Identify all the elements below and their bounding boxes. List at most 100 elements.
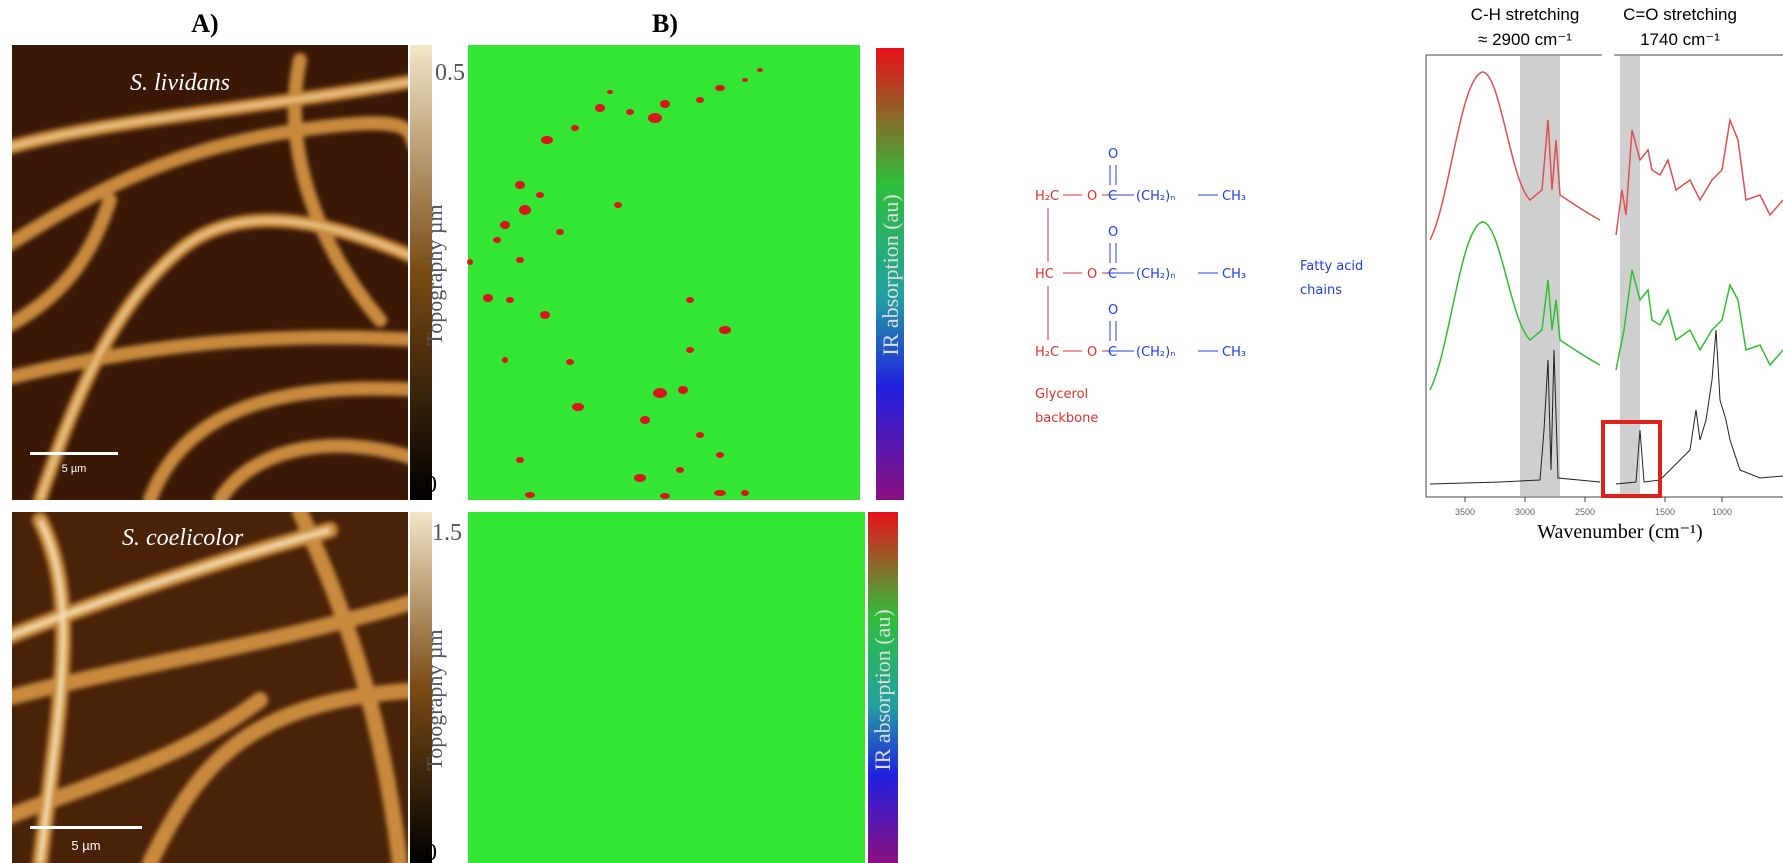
ester-oxygen: O (1087, 267, 1097, 282)
colorbar-max: 1.5 (432, 520, 462, 546)
ir-hotspot (556, 229, 564, 235)
ir-hotspot (571, 125, 579, 131)
colorbar-min: 0 (425, 472, 437, 498)
ir-hotspot (500, 221, 510, 229)
ester-oxygen: O (1087, 189, 1097, 204)
panel-label: B) (652, 9, 678, 38)
spectrum-curve (1615, 329, 1783, 485)
colorbar-title: Topography µm (422, 204, 447, 345)
chain-label: chains (1300, 283, 1342, 298)
ir-hotspot (626, 109, 634, 115)
ir-hotspot (660, 100, 670, 108)
ir-hotspot (678, 386, 688, 394)
band-title: C-H stretching (1471, 5, 1580, 24)
ir-hotspot (502, 357, 508, 363)
species-label: S. coelicolor (122, 525, 244, 551)
carbonyl-carbon: C (1108, 267, 1117, 282)
chain-group: (CH₂)ₙ (1136, 189, 1175, 204)
backbone-label: backbone (1035, 411, 1098, 426)
colorbar-title: IR absorption (au) (870, 609, 895, 770)
x-tick-label: 3000 (1515, 507, 1535, 517)
ir-hotspot (536, 192, 544, 198)
oxygen: O (1108, 147, 1118, 162)
terminal-group: CH₃ (1222, 189, 1246, 204)
ir-hotspot (757, 68, 763, 72)
ir-hotspot (719, 326, 731, 334)
band-position: ≈ 2900 cm⁻¹ (1478, 30, 1572, 49)
ir-hotspot (676, 467, 684, 473)
ester-oxygen: O (1087, 345, 1097, 360)
colorbar-min: 0 (425, 840, 437, 863)
band-highlight (1520, 56, 1560, 496)
ir-map (468, 45, 860, 500)
scale-bar (30, 452, 118, 455)
oxygen: O (1108, 303, 1118, 318)
ir-hotspot (648, 113, 662, 123)
scale-bar-label: 5 µm (71, 838, 100, 853)
x-tick-label: 2500 (1575, 507, 1595, 517)
carbonyl-carbon: C (1108, 189, 1117, 204)
ir-hotspot (715, 85, 725, 91)
ir-hotspot (506, 297, 514, 303)
x-tick-label: 3500 (1455, 507, 1475, 517)
x-tick-label: 1000 (1712, 507, 1732, 517)
band-title: C=O stretching (1623, 5, 1737, 24)
ir-hotspot (686, 347, 694, 353)
ir-hotspot (566, 359, 574, 365)
terminal-group: CH₃ (1222, 267, 1246, 282)
ir-hotspot (515, 181, 525, 189)
ir-hotspots (467, 68, 763, 499)
ir-hotspot (714, 490, 726, 496)
ir-hotspot (493, 237, 501, 243)
colorbar (868, 512, 898, 863)
ir-hotspot (607, 90, 613, 94)
ir-hotspot (696, 97, 704, 103)
colorbar (876, 48, 904, 500)
colorbar-max: 0.5 (435, 60, 465, 86)
scale-bar (30, 826, 142, 829)
colorbar-title: Topography µm (422, 629, 447, 770)
colorbar-title: IR absorption (au) (878, 194, 903, 355)
panel-label: A) (191, 9, 218, 38)
ir-hotspot (516, 257, 524, 263)
terminal-group: CH₃ (1222, 345, 1246, 360)
axis-break (1602, 40, 1614, 510)
ir-hotspot (640, 416, 650, 424)
ir-hotspot (519, 205, 531, 215)
highlight-box (1601, 420, 1662, 498)
ir-hotspot (634, 474, 646, 482)
carbonyl-carbon: C (1108, 345, 1117, 360)
spectrum-curve (1615, 117, 1783, 236)
chain-group: (CH₂)ₙ (1136, 267, 1175, 282)
ir-hotspot (595, 104, 605, 112)
colorbar (410, 45, 432, 500)
ir-hotspot (541, 136, 553, 144)
ir-hotspot (516, 457, 524, 463)
oxygen: O (1108, 225, 1118, 240)
species-label: S. lividans (130, 70, 230, 96)
glycerol-group: H₂C (1035, 189, 1059, 204)
ir-hotspot (716, 452, 724, 458)
ir-hotspot (742, 78, 748, 82)
x-tick-label: 1500 (1655, 507, 1675, 517)
colorbar (410, 512, 432, 863)
spectrum-curve (1429, 71, 1601, 241)
ir-hotspot (614, 202, 622, 208)
ir-hotspot (741, 490, 749, 496)
afm-image (12, 45, 408, 500)
chain-group: (CH₂)ₙ (1136, 345, 1175, 360)
glycerol-group: H₂C (1035, 345, 1059, 360)
backbone-label: Glycerol (1035, 387, 1088, 402)
scale-bar-label: 5 µm (62, 463, 87, 475)
spectrum-curve (1429, 349, 1601, 485)
ir-hotspot (540, 311, 550, 319)
ir-map (468, 512, 865, 863)
ir-hotspot (483, 294, 493, 302)
spectrum-curve (1429, 221, 1601, 391)
ir-hotspot (572, 403, 584, 411)
ir-hotspot (696, 432, 704, 438)
ir-hotspot (686, 297, 694, 303)
glycerol-group: HC (1035, 267, 1054, 282)
